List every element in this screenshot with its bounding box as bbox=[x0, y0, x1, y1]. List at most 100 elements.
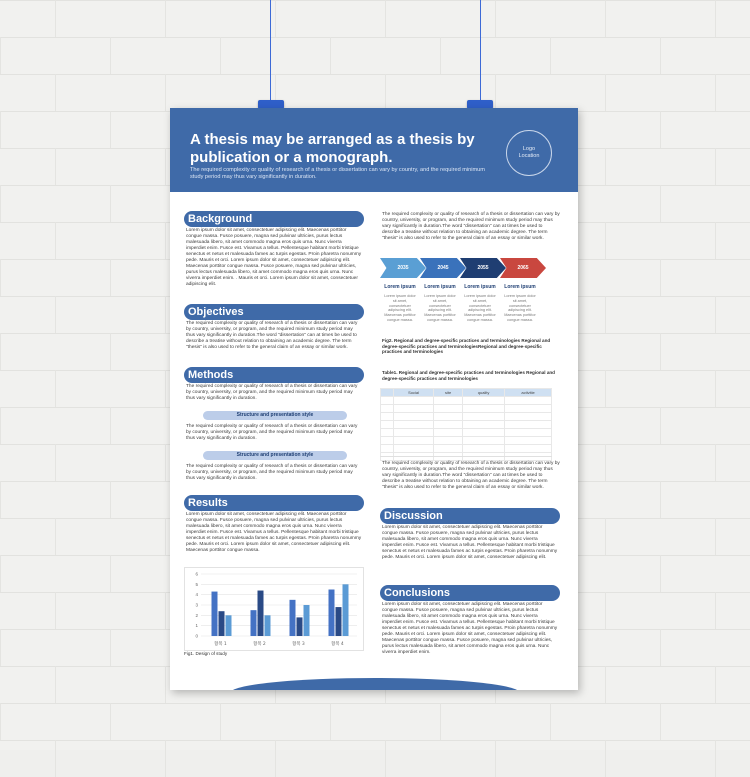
brick-joint bbox=[110, 629, 111, 666]
brick-joint bbox=[220, 37, 221, 74]
brick-joint bbox=[0, 703, 1, 740]
brick-joint bbox=[605, 444, 606, 481]
brick-joint bbox=[660, 333, 661, 370]
brick-joint bbox=[440, 703, 441, 740]
brick-joint bbox=[165, 592, 166, 629]
timeline: 2035 Lorem ipsum Lorem ipsum dolor sit ame… bbox=[380, 258, 546, 322]
right-text-after-table: The required complexity or quality of re… bbox=[382, 461, 560, 490]
section-objectives-heading: Objectives bbox=[184, 304, 364, 320]
brick-joint bbox=[165, 740, 166, 777]
methods-text-3: The required complexity or quality of re… bbox=[186, 464, 358, 481]
timeline-label: Lorem ipsum bbox=[504, 284, 536, 290]
chart-y-tick-label: 2 bbox=[195, 613, 198, 618]
brick-joint bbox=[55, 74, 56, 111]
chart-bar bbox=[225, 615, 232, 636]
brick-joint bbox=[55, 370, 56, 407]
chart-bar bbox=[264, 615, 271, 636]
brick-joint bbox=[660, 407, 661, 444]
brick-joint bbox=[165, 148, 166, 185]
poster: A thesis may be arranged as a thesis by … bbox=[170, 108, 578, 690]
table-header-cell: activitie bbox=[504, 388, 552, 397]
brick-joint bbox=[715, 148, 716, 185]
chart-y-tick-label: 0 bbox=[195, 634, 198, 639]
chart-y-tick-label: 6 bbox=[195, 572, 198, 577]
brick-joint bbox=[605, 296, 606, 333]
table-divider bbox=[380, 456, 552, 457]
chart-y-tick-label: 5 bbox=[195, 582, 198, 587]
brick-joint bbox=[55, 592, 56, 629]
brick-joint bbox=[660, 629, 661, 666]
methods-pill-1: Structure and presentation style bbox=[203, 411, 347, 420]
brick-joint bbox=[110, 259, 111, 296]
brick-joint bbox=[165, 444, 166, 481]
brick-joint bbox=[0, 185, 1, 222]
hanging-string-right bbox=[480, 0, 481, 104]
logo-line2: Location bbox=[518, 153, 540, 159]
poster-clip-left bbox=[258, 100, 284, 109]
brick-joint bbox=[605, 148, 606, 185]
section-results-heading: Results bbox=[184, 495, 364, 511]
poster-subtitle: The required complexity or quality of re… bbox=[190, 167, 485, 180]
brick-joint bbox=[550, 37, 551, 74]
brick-joint bbox=[165, 296, 166, 333]
timeline-arrow: 2065 bbox=[500, 258, 546, 278]
brick-joint bbox=[715, 592, 716, 629]
conclusions-text: Lorem ipsum dolor sit amet, consectetuer… bbox=[382, 602, 558, 655]
table-caption: Table1. Regional and degree-specific pra… bbox=[382, 370, 555, 381]
timeline-desc: Lorem ipsum dolor sit amet, consectetuer… bbox=[504, 294, 536, 322]
methods-text-1: The required complexity or quality of re… bbox=[186, 384, 358, 401]
brick-joint bbox=[660, 703, 661, 740]
brick-joint bbox=[495, 0, 496, 37]
brick-joint bbox=[0, 259, 1, 296]
timeline-desc: Lorem ipsum dolor sit amet, consectetuer… bbox=[464, 294, 496, 322]
brick-joint bbox=[110, 703, 111, 740]
brick-joint bbox=[660, 185, 661, 222]
poster-title: A thesis may be arranged as a thesis by … bbox=[190, 131, 475, 166]
brick-joint bbox=[550, 703, 551, 740]
brick-joint bbox=[0, 333, 1, 370]
brick-joint bbox=[495, 74, 496, 111]
timeline-desc: Lorem ipsum dolor sit amet, consectetuer… bbox=[424, 294, 456, 322]
chart-bar bbox=[257, 590, 264, 636]
brick-joint bbox=[715, 74, 716, 111]
brick-joint bbox=[0, 555, 1, 592]
chart-bar bbox=[342, 584, 349, 636]
chart-bar bbox=[303, 605, 310, 636]
brick-joint bbox=[660, 555, 661, 592]
table-row bbox=[380, 444, 552, 453]
brick-joint bbox=[110, 185, 111, 222]
brick-joint bbox=[715, 222, 716, 259]
brick-joint bbox=[220, 703, 221, 740]
poster-footer-shape bbox=[230, 678, 520, 690]
brick-joint bbox=[110, 555, 111, 592]
brick-joint bbox=[715, 370, 716, 407]
brick-joint bbox=[275, 740, 276, 777]
timeline-desc: Lorem ipsum dolor sit amet, consectetuer… bbox=[384, 294, 416, 322]
brick-joint bbox=[0, 629, 1, 666]
poster-header: A thesis may be arranged as a thesis by … bbox=[170, 108, 578, 192]
table-row bbox=[380, 412, 552, 421]
brick-joint bbox=[55, 148, 56, 185]
hanging-string-left bbox=[270, 0, 271, 104]
brick-joint bbox=[385, 0, 386, 37]
brick-joint bbox=[275, 0, 276, 37]
brick-joint bbox=[605, 518, 606, 555]
brick-joint bbox=[55, 518, 56, 555]
brick-joint bbox=[55, 0, 56, 37]
table-row bbox=[380, 396, 552, 405]
brick-joint bbox=[0, 111, 1, 148]
chart-x-tick-label: 항목 2 bbox=[253, 640, 266, 647]
right-intro-text: The required complexity or quality of re… bbox=[382, 212, 560, 241]
brick-joint bbox=[0, 407, 1, 444]
chart-bar bbox=[328, 589, 335, 636]
timeline-arrow: 2045 bbox=[420, 258, 466, 278]
brick-joint bbox=[660, 37, 661, 74]
brick-joint bbox=[715, 518, 716, 555]
brick-joint bbox=[275, 74, 276, 111]
brick-joint bbox=[55, 296, 56, 333]
chart-y-tick-label: 3 bbox=[195, 603, 198, 608]
chart-bar bbox=[211, 591, 218, 636]
fig2-caption: Fig2. Regional and degree-specific pract… bbox=[382, 338, 551, 354]
brick-joint bbox=[165, 518, 166, 555]
brick-joint bbox=[440, 37, 441, 74]
